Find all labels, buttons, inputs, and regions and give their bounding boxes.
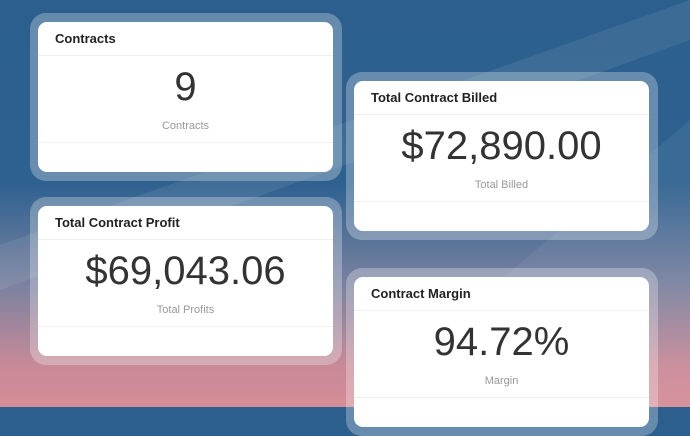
contracts-widget: Contracts 9 Contracts xyxy=(30,13,342,181)
widget-value: $72,890.00 xyxy=(401,124,602,168)
widget-title: Total Contract Billed xyxy=(354,81,649,115)
total-contract-billed-widget: Total Contract Billed $72,890.00 Total B… xyxy=(346,72,658,240)
widget-title: Contract Margin xyxy=(354,277,649,311)
widget-label: Total Billed xyxy=(474,179,529,191)
widget-value: 94.72% xyxy=(433,320,570,364)
widget-title: Total Contract Profit xyxy=(38,206,333,240)
widget-label: Total Profits xyxy=(156,304,215,316)
widget-value: $69,043.06 xyxy=(85,249,286,293)
widget-title: Contracts xyxy=(38,22,333,56)
widget-value: 9 xyxy=(174,65,197,109)
widget-label: Contracts xyxy=(161,120,210,132)
total-contract-profit-widget: Total Contract Profit $69,043.06 Total P… xyxy=(30,197,342,365)
contract-margin-widget: Contract Margin 94.72% Margin xyxy=(346,268,658,436)
widget-label: Margin xyxy=(484,375,519,387)
